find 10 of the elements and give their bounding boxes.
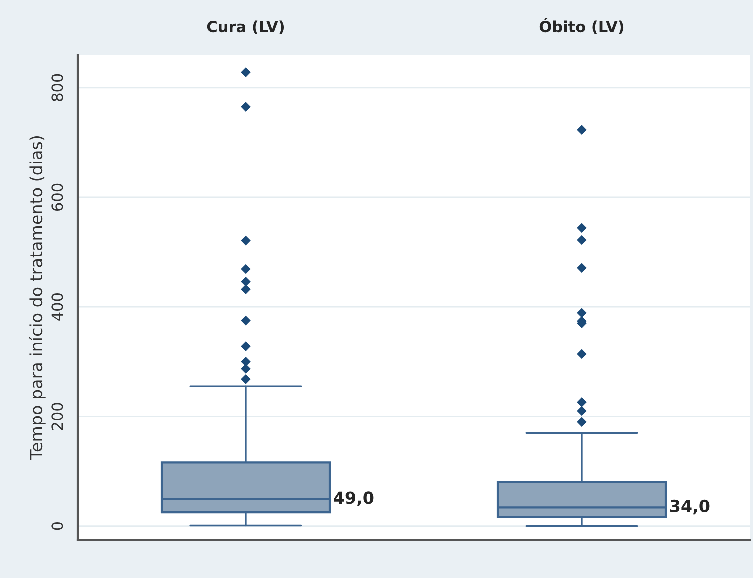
x-tick-label: Cura (LV) bbox=[207, 20, 284, 34]
y-tick-label: 200 bbox=[52, 403, 64, 430]
text: 49,0 bbox=[334, 492, 374, 506]
y-tick-label: 800 bbox=[52, 74, 64, 102]
x-tick-label: Óbito (LV) bbox=[540, 18, 624, 34]
text: 34,0 bbox=[670, 500, 710, 515]
y-axis-title: Tempo para início do tratamento (dias) bbox=[29, 136, 46, 460]
y-tick-label: 400 bbox=[52, 294, 64, 321]
y-tick-label: 600 bbox=[52, 184, 64, 211]
y-tick-label: 0 bbox=[52, 522, 64, 530]
